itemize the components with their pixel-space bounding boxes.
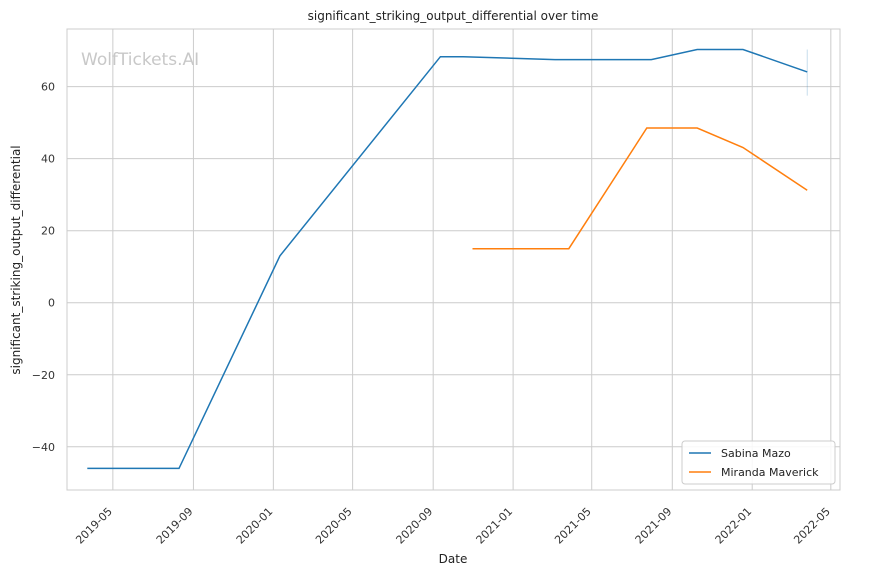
y-tick-label: −40 (32, 441, 55, 454)
legend-box (681, 440, 836, 485)
legend-label-0: Sabina Mazo (721, 447, 791, 460)
y-tick-label: 60 (41, 81, 55, 94)
y-tick-label: −20 (32, 369, 55, 382)
legend-label-1: Miranda Maverick (721, 466, 819, 479)
x-axis-label: Date (439, 552, 468, 566)
chart-title: significant_striking_output_differential… (308, 9, 599, 23)
plot-frame (66, 28, 841, 491)
y-axis-label: significant_striking_output_differential (9, 145, 23, 374)
y-axis: −40 −20 0 20 40 60 (32, 81, 55, 454)
series-line-1 (472, 127, 808, 250)
watermark: WolfTickets.AI (81, 50, 199, 70)
y-tick-label: 40 (41, 153, 55, 166)
legend: Sabina Mazo Miranda Maverick (681, 440, 836, 485)
y-tick-label: 20 (41, 225, 55, 238)
series-group (87, 48, 808, 470)
y-tick-label: 0 (48, 297, 55, 310)
series-line-0 (87, 48, 808, 470)
